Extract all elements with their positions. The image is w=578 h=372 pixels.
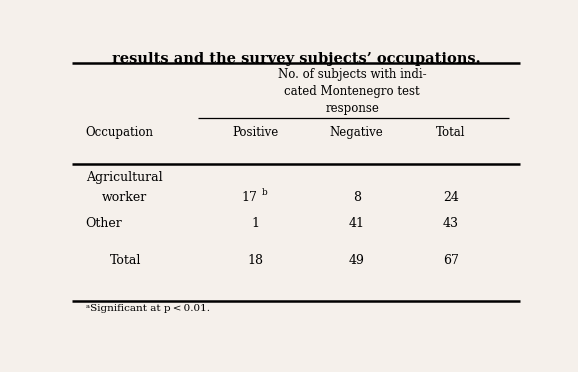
- Text: 41: 41: [349, 217, 365, 230]
- Text: Agricultural: Agricultural: [86, 171, 162, 184]
- Text: Total: Total: [110, 254, 142, 267]
- Text: Occupation: Occupation: [86, 126, 154, 139]
- Text: 1: 1: [252, 217, 260, 230]
- Text: 18: 18: [248, 254, 264, 267]
- Text: Other: Other: [86, 217, 123, 230]
- Text: b: b: [262, 188, 268, 197]
- Text: results and the survey subjects’ occupations.: results and the survey subjects’ occupat…: [112, 52, 480, 66]
- Text: Total: Total: [436, 126, 465, 139]
- Text: 43: 43: [443, 217, 459, 230]
- Text: 8: 8: [353, 191, 361, 204]
- Text: Positive: Positive: [233, 126, 279, 139]
- Text: ᵃSignificant at p < 0.01.: ᵃSignificant at p < 0.01.: [86, 304, 210, 313]
- Text: No. of subjects with indi-
cated Montenegro test
response: No. of subjects with indi- cated Montene…: [278, 68, 427, 115]
- Text: 24: 24: [443, 191, 459, 204]
- Text: 67: 67: [443, 254, 459, 267]
- Text: worker: worker: [101, 191, 147, 204]
- Text: 17: 17: [241, 191, 257, 204]
- Text: Negative: Negative: [330, 126, 384, 139]
- Text: 49: 49: [349, 254, 365, 267]
